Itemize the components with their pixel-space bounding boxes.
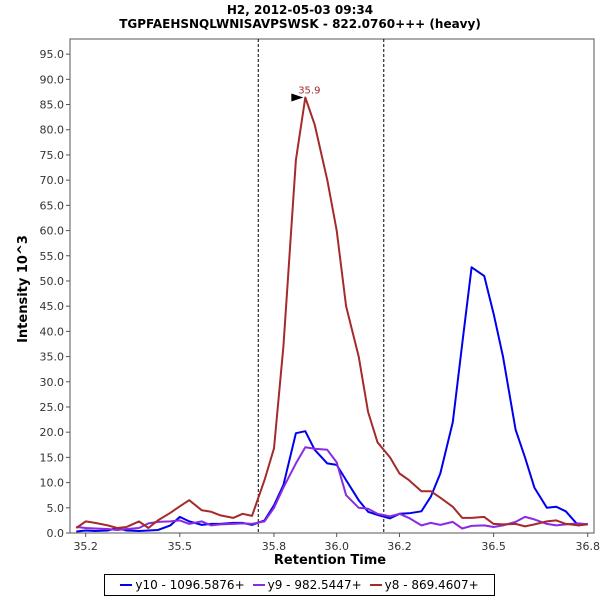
y-tick-label: 35.0 <box>40 351 65 364</box>
series-lines <box>75 96 588 533</box>
series-line-1 <box>76 266 588 533</box>
legend-label: y9 - 982.5447+ <box>267 578 362 592</box>
legend-item: y10 - 1096.5876+ <box>120 578 245 592</box>
y-tick-label: 75.0 <box>40 149 65 162</box>
legend-swatch <box>120 584 133 586</box>
y-tick-label: 10.0 <box>40 477 65 490</box>
peak-arrow-icon <box>291 93 304 102</box>
y-tick-label: 65.0 <box>40 199 65 212</box>
x-tick-label: 36.8 <box>575 540 600 553</box>
legend-item: y8 - 869.4607+ <box>369 578 479 592</box>
axes: 0.0 5.0 10.0 15.0 20.0 25.0 30.0 35.0 40.0 45.0 50… <box>40 38 600 553</box>
x-tick-label: 36.2 <box>387 540 412 553</box>
legend-item: y9 - 982.5447+ <box>252 578 362 592</box>
x-tick-label: 36.0 <box>324 540 349 553</box>
x-tick-label: 35.2 <box>73 540 98 553</box>
y-tick-label: 0.0 <box>47 527 65 540</box>
y-tick-label: 95.0 <box>40 48 65 61</box>
y-axis-label: Intensity 10^3 <box>16 235 31 343</box>
y-tick-label: 5.0 <box>47 502 65 515</box>
y-tick-label: 80.0 <box>40 124 65 137</box>
legend: y10 - 1096.5876+ y9 - 982.5447+ y8 - 869.4… <box>104 574 495 596</box>
y-tick-label: 50.0 <box>40 275 65 288</box>
legend-label: y8 - 869.4607+ <box>384 578 479 592</box>
boundary-lines <box>257 39 385 533</box>
y-tick-label: 15.0 <box>40 451 65 464</box>
y-tick-label: 30.0 <box>40 376 65 389</box>
y-tick-label: 85.0 <box>40 99 65 112</box>
y-tick-label: 90.0 <box>40 73 65 86</box>
legend-swatch <box>369 584 382 586</box>
series-line-2 <box>76 446 588 531</box>
series-line-3 <box>75 96 588 529</box>
plot-frame <box>69 38 595 534</box>
y-tick-label: 40.0 <box>40 325 65 338</box>
y-tick-label: 25.0 <box>40 401 65 414</box>
legend-label: y10 - 1096.5876+ <box>135 578 245 592</box>
y-tick-label: 60.0 <box>40 225 65 238</box>
peak-annotation: 35.9 <box>291 85 320 102</box>
y-tick-label: 55.0 <box>40 250 65 263</box>
chart-subtitle: TGPFAEHSNQLWNISAVPSWSK - 822.0760+++ (he… <box>119 17 481 31</box>
x-tick-label: 35.8 <box>262 540 287 553</box>
legend-swatch <box>252 584 265 586</box>
x-tick-label: 35.5 <box>168 540 193 553</box>
y-tick-label: 70.0 <box>40 174 65 187</box>
x-tick-label: 36.5 <box>481 540 506 553</box>
y-tick-label: 20.0 <box>40 426 65 439</box>
chart-title: H2, 2012-05-03 09:34 <box>226 3 374 17</box>
y-tick-label: 45.0 <box>40 300 65 313</box>
x-axis-label: Retention Time <box>274 553 386 568</box>
peak-label: 35.9 <box>298 85 320 96</box>
